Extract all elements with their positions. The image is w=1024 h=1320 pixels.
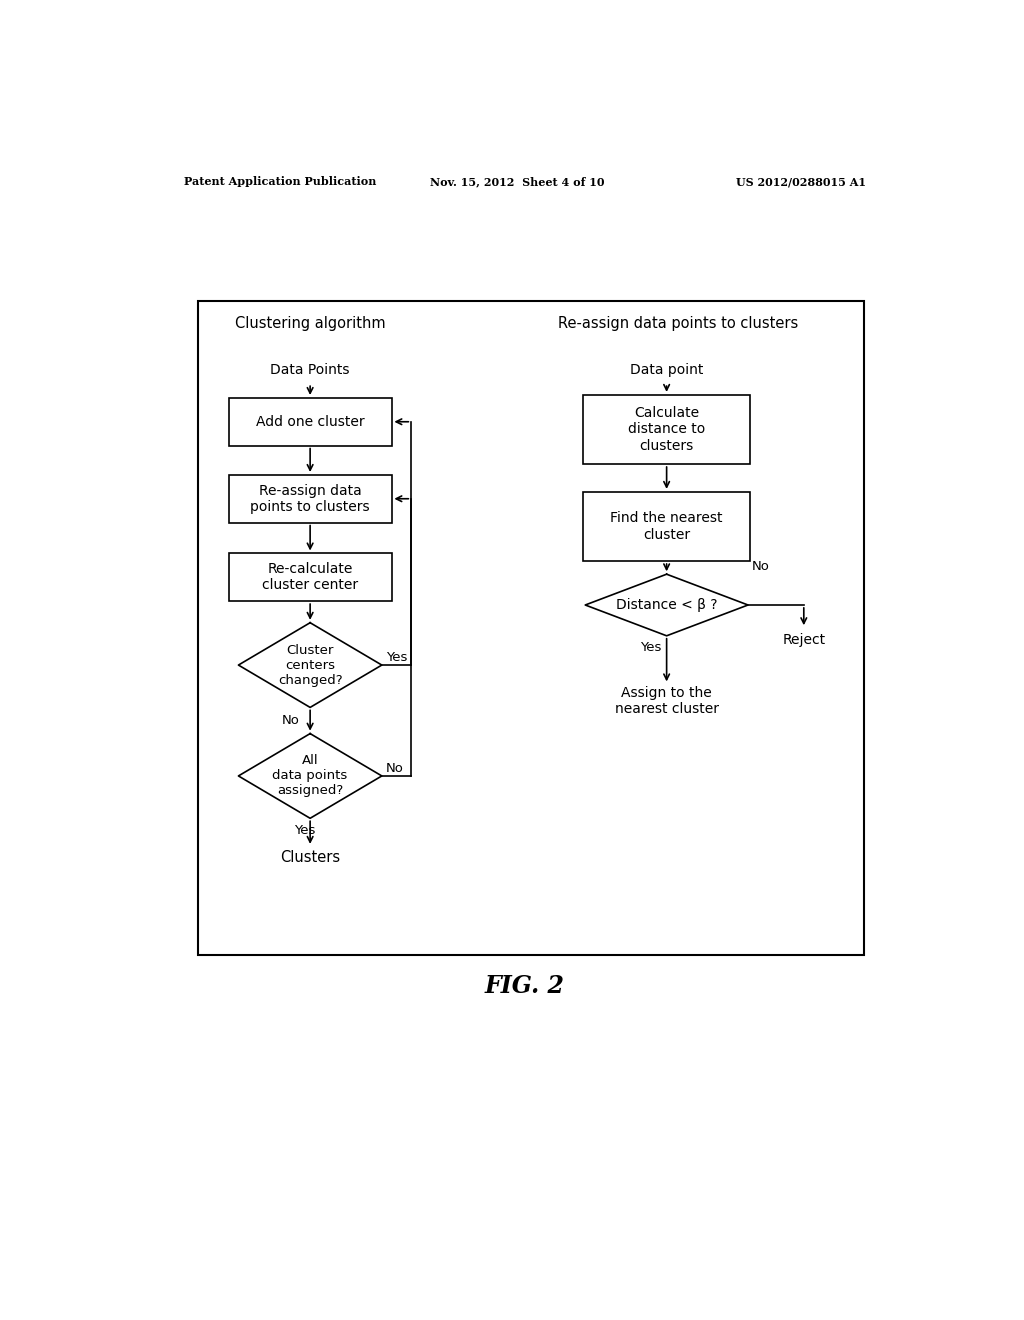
Text: Yes: Yes <box>294 824 315 837</box>
Text: Find the nearest
cluster: Find the nearest cluster <box>610 511 723 541</box>
Text: Yes: Yes <box>386 651 408 664</box>
Text: Reject: Reject <box>782 632 825 647</box>
FancyBboxPatch shape <box>584 395 750 465</box>
Text: Yes: Yes <box>640 642 662 655</box>
FancyBboxPatch shape <box>228 553 391 601</box>
Polygon shape <box>239 623 382 708</box>
Polygon shape <box>586 574 748 636</box>
Text: US 2012/0288015 A1: US 2012/0288015 A1 <box>736 176 866 187</box>
Text: Nov. 15, 2012  Sheet 4 of 10: Nov. 15, 2012 Sheet 4 of 10 <box>430 176 605 187</box>
FancyBboxPatch shape <box>228 397 391 446</box>
Text: No: No <box>752 560 770 573</box>
Text: Data point: Data point <box>630 363 703 378</box>
Text: Re-assign data
points to clusters: Re-assign data points to clusters <box>250 483 370 513</box>
Text: Distance < β ?: Distance < β ? <box>615 598 718 612</box>
Text: Assign to the
nearest cluster: Assign to the nearest cluster <box>614 686 719 717</box>
FancyBboxPatch shape <box>584 492 750 561</box>
Text: No: No <box>386 762 403 775</box>
Text: FIG. 2: FIG. 2 <box>484 974 565 998</box>
Text: Patent Application Publication: Patent Application Publication <box>183 176 376 187</box>
Text: Clusters: Clusters <box>280 850 340 865</box>
Text: Re-assign data points to clusters: Re-assign data points to clusters <box>558 317 799 331</box>
Text: No: No <box>283 714 300 726</box>
FancyBboxPatch shape <box>198 301 864 956</box>
Text: Cluster
centers
changed?: Cluster centers changed? <box>278 644 342 686</box>
Text: Add one cluster: Add one cluster <box>256 414 365 429</box>
Text: Clustering algorithm: Clustering algorithm <box>234 317 385 331</box>
Text: Calculate
distance to
clusters: Calculate distance to clusters <box>628 407 706 453</box>
FancyBboxPatch shape <box>228 475 391 523</box>
Polygon shape <box>239 734 382 818</box>
Text: All
data points
assigned?: All data points assigned? <box>272 755 348 797</box>
Text: Data Points: Data Points <box>270 363 350 378</box>
Text: Re-calculate
cluster center: Re-calculate cluster center <box>262 562 358 593</box>
